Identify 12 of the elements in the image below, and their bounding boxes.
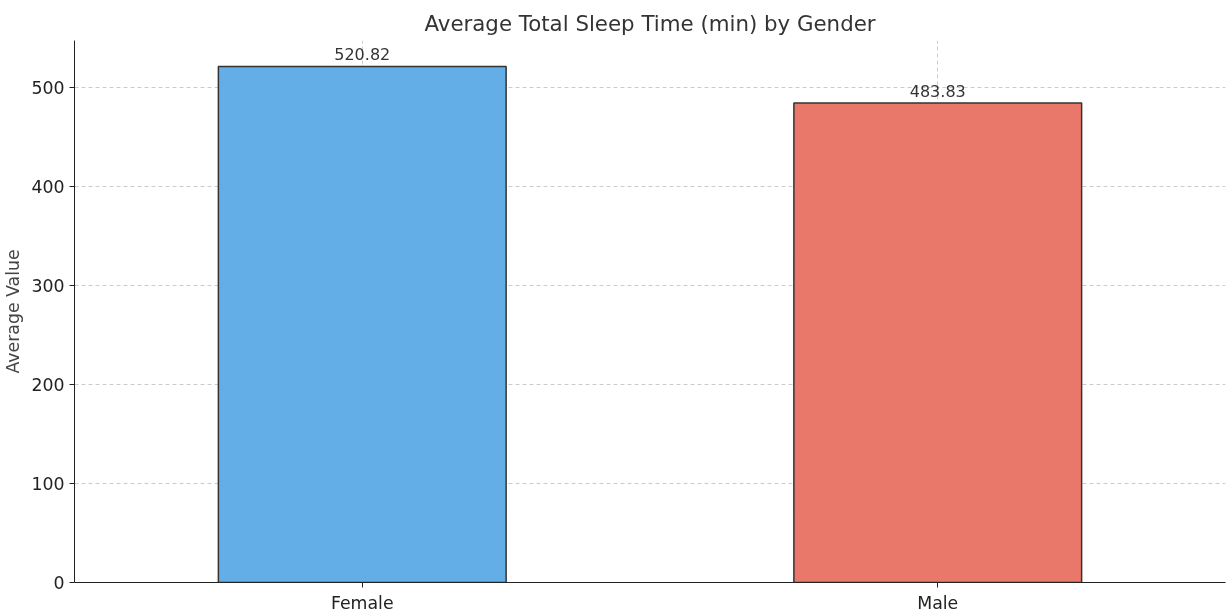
y-axis-title: Average Value: [3, 249, 24, 374]
y-tick-label: 400: [31, 176, 65, 197]
y-tick-label: 100: [31, 473, 65, 494]
x-tick-label: Male: [917, 592, 959, 613]
data-label: 520.82: [334, 45, 391, 65]
y-tick-label: 0: [53, 573, 65, 593]
chart-title: Average Total Sleep Time (min) by Gender: [424, 10, 876, 36]
y-tick-label: 300: [31, 275, 65, 296]
x-tick-label: Female: [330, 592, 394, 613]
data-label: 483.83: [909, 82, 966, 102]
y-tick-label: 500: [31, 77, 65, 98]
y-tick-label: 200: [31, 374, 65, 395]
